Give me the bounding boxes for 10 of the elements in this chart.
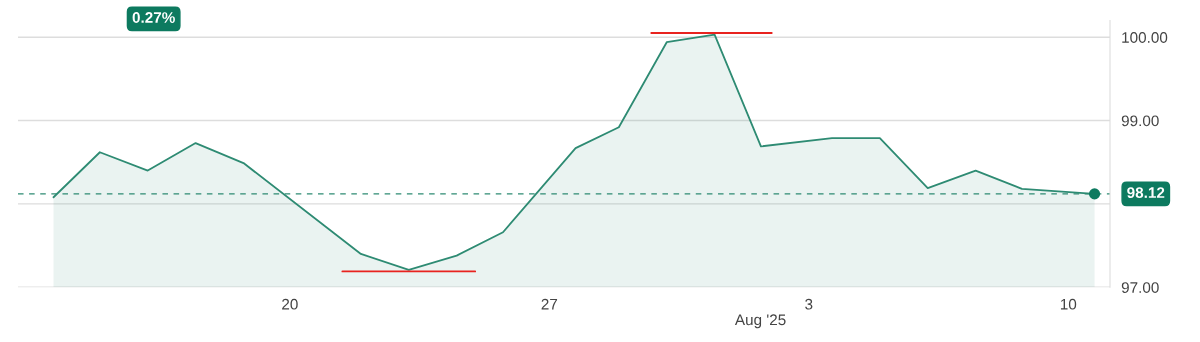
x-tick-label: 3 <box>805 298 813 310</box>
annotation: 98.12 <box>1127 187 1165 199</box>
x-axis-title: Aug '25 <box>734 314 786 329</box>
annotation: 0.27% <box>132 12 175 23</box>
x-tick-label: 10 <box>1060 298 1077 310</box>
y-tick-label: 100.00 <box>1122 32 1168 43</box>
y-tick-label: 99.00 <box>1121 115 1159 127</box>
x-tick-label: 27 <box>541 298 558 310</box>
y-tick-label: 97.00 <box>1121 282 1159 293</box>
x-tick-label: 20 <box>282 298 298 310</box>
